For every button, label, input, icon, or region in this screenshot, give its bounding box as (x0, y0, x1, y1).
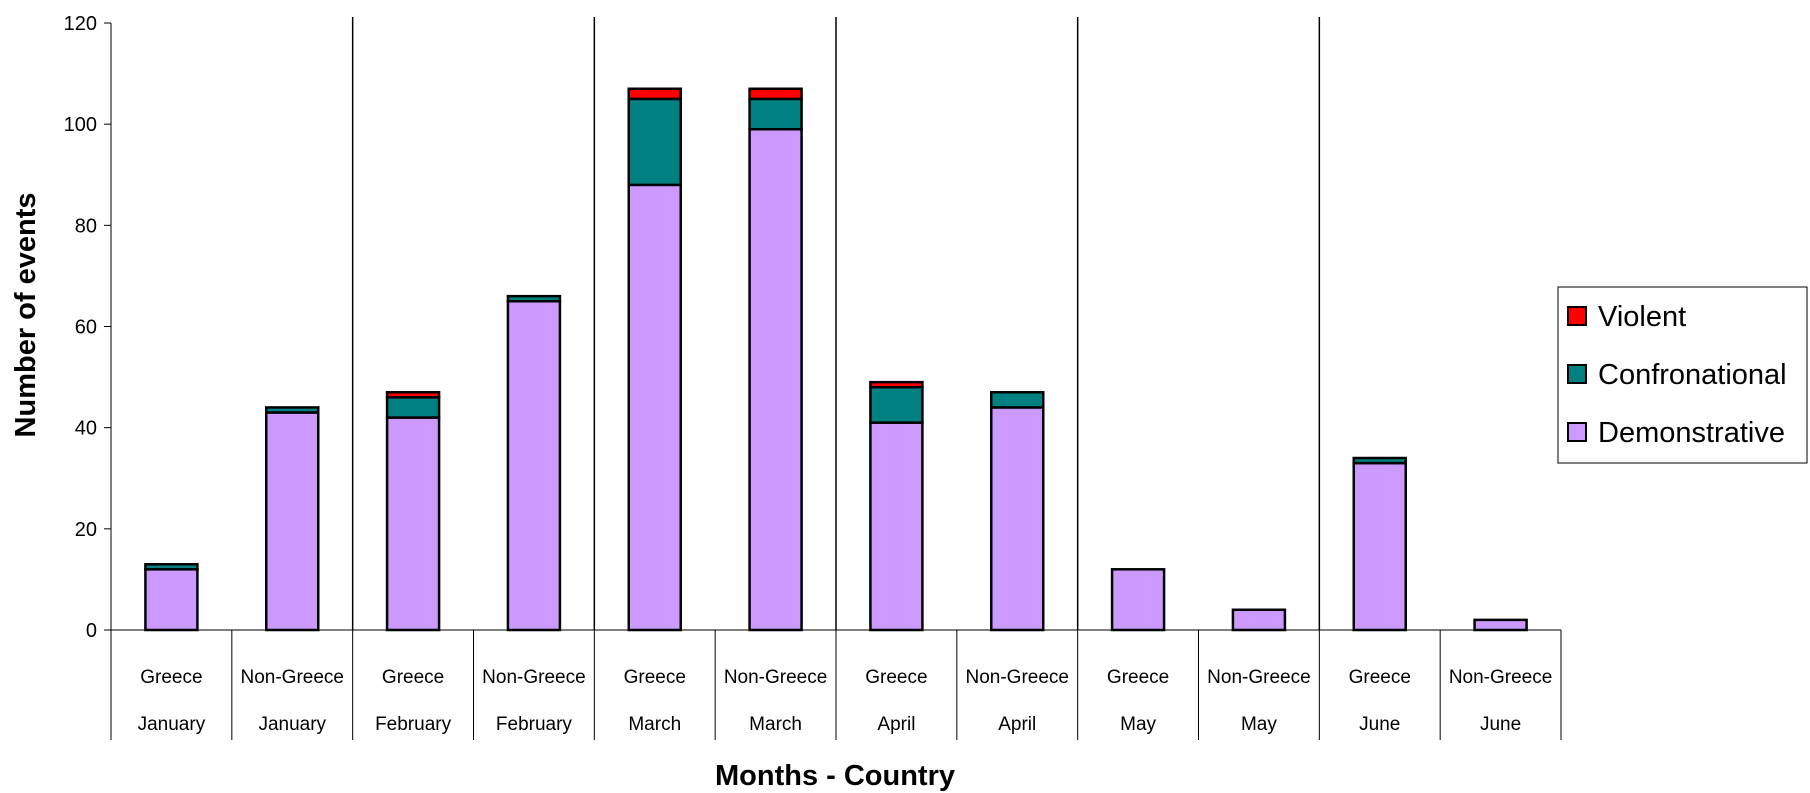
category-country-label: Greece (624, 667, 686, 688)
bar-segment-confronational (385, 396, 441, 419)
legend-swatch-confronational (1567, 364, 1587, 384)
category-country-label: Non-Greece (724, 667, 828, 688)
category-month-label: May (1120, 714, 1156, 735)
category-country-label: Greece (382, 667, 444, 688)
bar-segment-confronational (869, 385, 924, 424)
bar-segment-demonstrative (1110, 568, 1166, 632)
legend: Violent Confronational Demonstrative (1557, 286, 1808, 464)
y-tick-label: 0 (86, 620, 97, 642)
category-month-label: April (998, 714, 1036, 735)
x-axis-title: Months - Country (715, 760, 955, 792)
legend-label-confronational: Confronational (1598, 359, 1787, 391)
bar-segment-demonstrative (869, 421, 924, 632)
bar-segment-demonstrative (748, 127, 803, 632)
y-tick-label: 40 (75, 418, 97, 440)
category-country-label: Non-Greece (1449, 667, 1553, 688)
category-country-label: Greece (865, 667, 927, 688)
category-country-label: Greece (1107, 667, 1169, 688)
bar-segment-violent (869, 380, 924, 389)
bar-segment-demonstrative (990, 406, 1045, 632)
bar-segment-violent (748, 87, 803, 101)
plot-area: 0 20 40 60 80 100 120 Greece January Non-Greece Ja… (64, 13, 1562, 740)
y-tick-label: 60 (75, 317, 97, 339)
category-month-label: May (1241, 714, 1277, 735)
category-month-label: February (496, 714, 573, 735)
y-tick-label: 120 (64, 13, 97, 35)
category-country-label: Greece (140, 667, 202, 688)
category-month-label: June (1480, 714, 1521, 735)
bar-segment-demonstrative (1231, 608, 1287, 632)
bar-segment-confronational (144, 562, 199, 571)
category-month-label: January (258, 714, 326, 735)
bar-segment-confronational (506, 294, 562, 303)
bar-segment-confronational (1352, 456, 1407, 465)
legend-label-demonstrative: Demonstrative (1598, 417, 1785, 449)
category-month-label: March (628, 714, 681, 735)
bar-segment-demonstrative (144, 568, 199, 632)
y-tick-label: 20 (75, 519, 97, 541)
category-country-label: Non-Greece (966, 667, 1070, 688)
bar-segment-violent (627, 87, 682, 101)
legend-label-violent: Violent (1598, 301, 1686, 333)
category-country-label: Non-Greece (482, 667, 586, 688)
bar-segment-confronational (990, 391, 1045, 409)
bar-segment-confronational (265, 406, 320, 414)
bar-segment-confronational (627, 97, 682, 187)
category-country-label: Greece (1349, 667, 1411, 688)
category-month-label: June (1359, 714, 1400, 735)
bar-segment-demonstrative (1473, 618, 1528, 632)
bar-segment-demonstrative (385, 416, 441, 632)
category-month-label: February (375, 714, 452, 735)
bar-segment-demonstrative (627, 183, 682, 632)
y-tick-label: 80 (75, 215, 97, 237)
bar-segment-demonstrative (506, 299, 562, 632)
bar-segment-demonstrative (265, 411, 320, 632)
bar-segment-demonstrative (1352, 461, 1407, 632)
category-month-label: April (877, 714, 915, 735)
legend-box (1557, 286, 1808, 464)
y-axis-title: Number of events (10, 193, 42, 438)
category-month-label: March (749, 714, 802, 735)
legend-swatch-demonstrative (1567, 422, 1587, 442)
bar-segment-confronational (748, 97, 803, 131)
category-month-label: January (138, 714, 206, 735)
category-country-label: Non-Greece (241, 667, 345, 688)
legend-swatch-violent (1567, 306, 1587, 326)
bar-segment-violent (385, 391, 441, 399)
category-country-label: Non-Greece (1207, 667, 1311, 688)
y-tick-label: 100 (64, 114, 97, 136)
